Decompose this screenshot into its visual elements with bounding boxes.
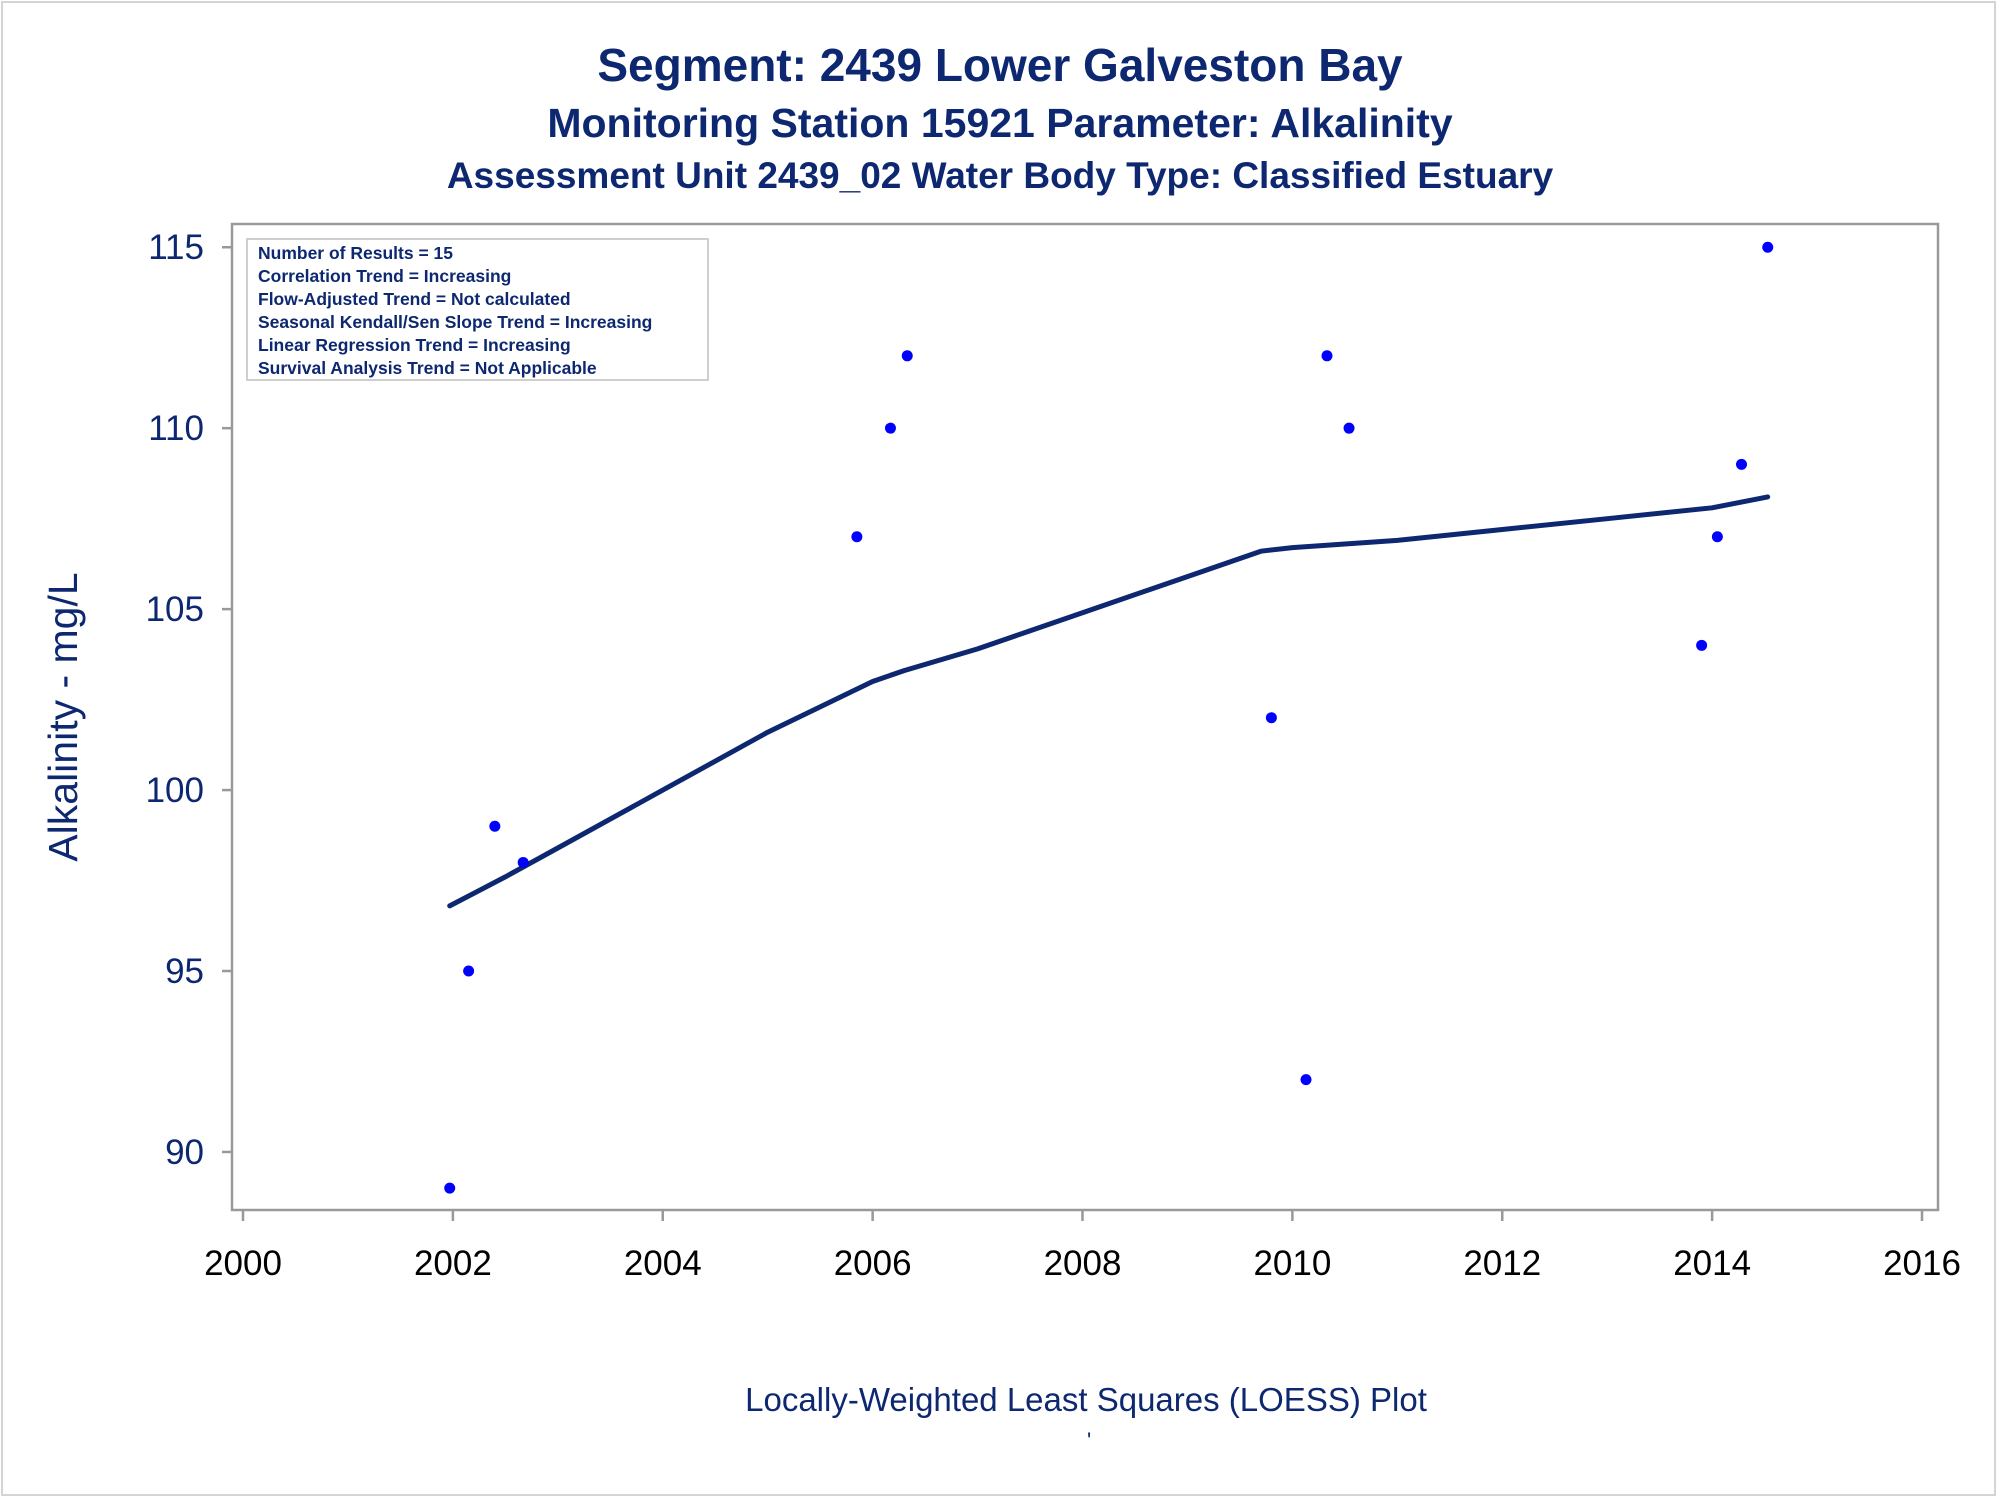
y-axis: 90 95 100 105 110 115: [146, 228, 232, 1172]
x-tick-label: 2016: [1883, 1244, 1961, 1283]
y-tick-label: 110: [148, 409, 204, 448]
footnote-mark: ': [1087, 1428, 1092, 1453]
x-axis: 2000 2002 2004 2006 2008 2010 2012 2014 2016: [204, 1210, 1961, 1283]
stat-number-of-results: Number of Results = 15: [258, 243, 453, 263]
y-tick-label: 100: [146, 771, 204, 810]
x-tick-label: 2004: [624, 1244, 702, 1283]
stat-seasonal-kendall-trend: Seasonal Kendall/Sen Slope Trend = Incre…: [258, 312, 652, 332]
x-tick-label: 2000: [204, 1244, 282, 1283]
data-point: [1711, 531, 1723, 543]
data-point: [1736, 458, 1748, 470]
data-point: [1321, 350, 1333, 362]
stat-linear-regression-trend: Linear Regression Trend = Increasing: [258, 335, 571, 355]
stat-correlation-trend: Correlation Trend = Increasing: [258, 266, 511, 286]
data-point: [851, 531, 863, 543]
y-tick-label: 105: [146, 590, 204, 629]
data-point: [884, 422, 896, 434]
stats-legend-box: Number of Results = 15 Correlation Trend…: [246, 238, 709, 381]
data-point: [1343, 422, 1355, 434]
stats-legend-border: [246, 238, 709, 381]
y-axis-title: Alkalinity - mg/L: [40, 572, 86, 861]
chart-subtitle-assessment: Assessment Unit 2439_02 Water Body Type:…: [446, 155, 1554, 196]
x-tick-label: 2006: [834, 1244, 912, 1283]
data-point: [463, 965, 475, 977]
stat-flow-adjusted-trend: Flow-Adjusted Trend = Not calculated: [258, 289, 571, 309]
x-tick-label: 2010: [1253, 1244, 1331, 1283]
data-point: [517, 856, 529, 868]
x-tick-label: 2012: [1463, 1244, 1541, 1283]
stat-survival-analysis-trend: Survival Analysis Trend = Not Applicable: [258, 358, 597, 378]
points-layer: [444, 241, 1774, 1194]
data-point: [1265, 712, 1277, 724]
y-tick-label: 90: [165, 1133, 204, 1172]
chart-title: Segment: 2439 Lower Galveston Bay: [597, 39, 1403, 91]
x-axis-title: Locally-Weighted Least Squares (LOESS) P…: [745, 1381, 1427, 1418]
y-tick-label: 115: [148, 228, 204, 267]
data-point: [901, 350, 913, 362]
data-point: [1762, 241, 1774, 253]
chart-subtitle-station: Monitoring Station 15921 Parameter: Alka…: [547, 100, 1453, 146]
plot-area-border: [230, 222, 1940, 1212]
data-point: [1696, 639, 1708, 651]
y-tick-label: 95: [165, 952, 204, 991]
data-point: [444, 1182, 456, 1194]
loess-layer: [447, 494, 1771, 909]
loess-curve: [447, 494, 1771, 909]
x-tick-label: 2002: [414, 1244, 492, 1283]
x-tick-label: 2008: [1044, 1244, 1122, 1283]
data-point: [489, 820, 501, 832]
data-point: [1300, 1074, 1312, 1086]
x-tick-label: 2014: [1673, 1244, 1751, 1283]
